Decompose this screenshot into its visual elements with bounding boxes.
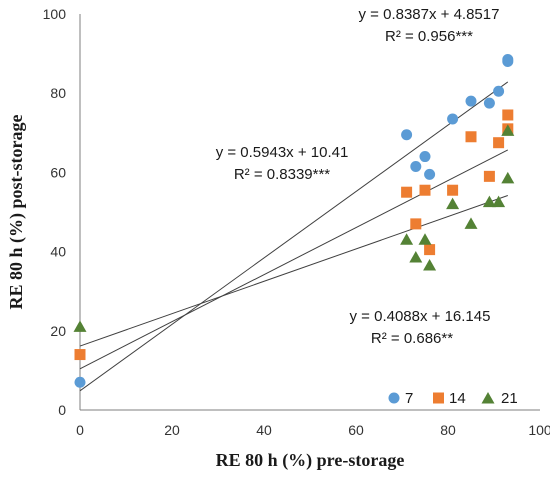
point-series-21 xyxy=(400,233,414,245)
series-7-equation: y = 0.8387x + 4.8517 xyxy=(359,6,500,23)
point-series-7 xyxy=(401,129,413,141)
trendline-series-14 xyxy=(79,149,509,370)
point-series-7 xyxy=(502,54,514,66)
point-series-7 xyxy=(493,85,505,97)
y-tick-label: 100 xyxy=(43,6,67,22)
trendlines xyxy=(79,81,509,392)
legend-label-14: 14 xyxy=(449,390,466,407)
series-14-equation: y = 0.5943x + 10.41 xyxy=(216,144,349,161)
y-tick-label: 0 xyxy=(58,402,66,418)
legend-marker-21 xyxy=(481,392,495,404)
point-series-21 xyxy=(501,124,515,136)
x-axis-title: RE 80 h (%) pre-storage xyxy=(216,450,405,471)
x-tick-label: 0 xyxy=(76,422,84,438)
point-series-14 xyxy=(483,170,495,182)
point-series-21 xyxy=(501,171,515,184)
point-series-21 xyxy=(73,320,87,332)
x-tick-label: 40 xyxy=(256,422,272,438)
y-tick-labels: 0 20 40 60 80 100 xyxy=(43,6,67,418)
series-21-r2: R² = 0.686** xyxy=(371,330,453,347)
point-series-21 xyxy=(446,197,460,210)
legend-label-7: 7 xyxy=(405,390,413,407)
point-series-21 xyxy=(464,217,478,229)
y-tick-label: 40 xyxy=(50,244,66,260)
point-series-21 xyxy=(418,233,432,245)
point-series-7 xyxy=(419,151,431,163)
point-series-14 xyxy=(465,131,477,143)
y-tick-label: 80 xyxy=(50,85,66,101)
series-7-r2: R² = 0.956*** xyxy=(385,28,473,45)
point-series-14 xyxy=(447,184,459,196)
y-tick-label: 60 xyxy=(50,164,66,180)
point-series-7 xyxy=(483,97,495,109)
point-series-7 xyxy=(447,113,459,125)
point-series-21 xyxy=(492,195,506,208)
legend-marker-14 xyxy=(433,392,444,404)
point-series-14 xyxy=(401,186,413,198)
series-14-r2: R² = 0.8339*** xyxy=(234,166,330,183)
data-points xyxy=(73,54,515,388)
point-series-7 xyxy=(74,376,86,388)
legend-label-21: 21 xyxy=(501,390,518,407)
x-tick-label: 100 xyxy=(528,422,550,438)
point-series-21 xyxy=(409,251,423,263)
point-series-14 xyxy=(410,218,422,230)
trendline-series-7 xyxy=(79,81,509,392)
legend-marker-7 xyxy=(388,392,400,404)
point-series-14 xyxy=(502,109,514,121)
x-tick-label: 60 xyxy=(348,422,364,438)
y-axis-title: RE 80 h (%) post-storage xyxy=(6,115,27,310)
point-series-21 xyxy=(423,258,437,271)
point-series-7 xyxy=(424,168,436,180)
point-series-14 xyxy=(424,244,436,256)
series-21-equation: y = 0.4088x + 16.145 xyxy=(350,308,491,325)
point-series-21 xyxy=(482,195,496,208)
x-tick-labels: 0 20 40 60 80 100 xyxy=(76,422,550,438)
y-tick-label: 20 xyxy=(50,323,66,339)
point-series-7 xyxy=(465,95,477,107)
x-tick-label: 80 xyxy=(440,422,456,438)
legend: 7 14 21 xyxy=(388,390,518,407)
point-series-7 xyxy=(410,160,422,172)
point-series-14 xyxy=(419,184,431,196)
trendline-series-21 xyxy=(79,195,508,347)
point-series-14 xyxy=(493,137,505,149)
x-tick-label: 20 xyxy=(164,422,180,438)
point-series-14 xyxy=(74,349,86,361)
